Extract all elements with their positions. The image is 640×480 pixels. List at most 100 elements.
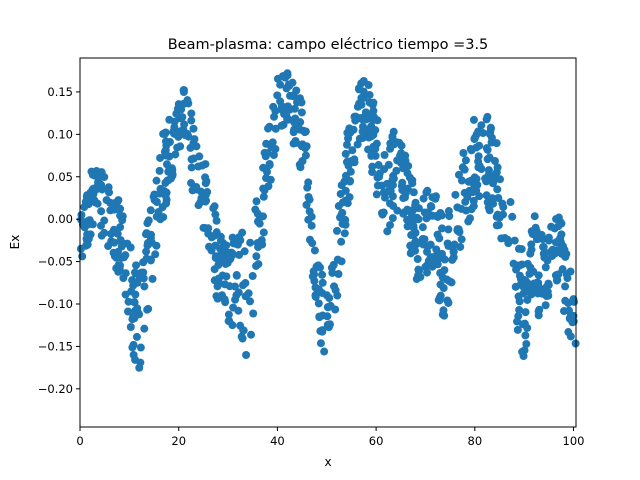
scatter-point [97,231,106,240]
scatter-point [483,198,492,207]
scatter-point [259,228,268,237]
scatter-point [314,261,323,270]
scatter-point [448,255,457,264]
scatter-point [511,282,520,291]
scatter-point [150,196,159,205]
scatter-point [457,235,466,244]
scatter-point [152,212,161,221]
scatter-point [514,244,523,253]
scatter-point [386,221,395,230]
scatter-point [301,151,310,160]
scatter-point [544,291,553,300]
scatter-point [178,113,187,122]
x-tick-label: 40 [270,434,285,448]
scatter-point [168,166,177,175]
scatter-point [332,226,341,235]
scatter-point [469,202,478,211]
scatter-point [316,327,325,336]
scatter-point [280,72,289,81]
scatter-point [213,294,222,303]
scatter-point [219,243,228,252]
scatter-point [461,156,470,165]
scatter-point [428,262,437,271]
scatter-point [302,200,311,209]
scatter-point [554,213,563,222]
scatter-point [96,221,105,230]
scatter-point [248,271,257,280]
scatter-point [100,172,109,181]
scatter-point [481,174,490,183]
scatter-point [202,177,211,186]
scatter-point [325,293,334,302]
scatter-point [282,111,291,120]
scatter-point [135,363,144,372]
scatter-point [407,247,416,256]
scatter-point [516,275,525,284]
scatter-point [199,223,208,232]
scatter-point [492,139,501,148]
scatter-point [204,229,213,238]
scatter-point [508,212,517,221]
scatter-point [155,166,164,175]
scatter-point [369,98,378,107]
scatter-point [401,189,410,198]
scatter-point [315,312,324,321]
scatter-point [431,194,440,203]
scatter-point [397,149,406,158]
scatter-point [290,104,299,113]
scatter-point [259,192,268,201]
scatter-point [423,186,432,195]
scatter-point [415,266,424,275]
scatter-point [270,112,279,121]
scatter-point [355,134,364,143]
scatter-point [432,257,441,266]
y-tick-label: −0.15 [38,339,73,353]
scatter-point [403,222,412,231]
scatter-point [232,271,241,280]
scatter-point [337,257,346,266]
scatter-point [89,184,98,193]
scatter-point [557,230,566,239]
scatter-point [139,274,148,283]
scatter-point [519,282,528,291]
scatter-point [187,163,196,172]
scatter-point [290,125,299,134]
scatter-point [82,192,91,201]
scatter-point [282,84,291,93]
scatter-point [144,216,153,225]
scatter-point [421,262,430,271]
scatter-point [121,251,130,260]
scatter-point [124,307,133,316]
scatter-point [84,234,93,243]
scatter-point [467,146,476,155]
scatter-point [242,350,251,359]
scatter-point [213,282,222,291]
scatter-point [569,295,578,304]
scatter-point [280,103,289,112]
scatter-point [367,151,376,160]
scatter-point [411,201,420,210]
scatter-point [408,179,417,188]
scatter-point [187,116,196,125]
scatter-point [454,170,463,179]
scatter-point [259,163,268,172]
scatter-point [142,247,151,256]
scatter-point [171,150,180,159]
scatter-point [78,252,87,261]
scatter-point [515,297,524,306]
scatter-point [401,156,410,165]
scatter-point [244,289,253,298]
scatter-point [133,304,142,313]
scatter-point [461,197,470,206]
scatter-point [214,274,223,283]
scatter-point [311,292,320,301]
scatter-point [509,259,518,268]
scatter-point [521,331,530,340]
scatter-point [180,130,189,139]
scatter-point [334,270,343,279]
scatter-point [494,193,503,202]
scatter-point [288,92,297,101]
scatter-point [561,296,570,305]
scatter-point [136,343,145,352]
scatter-point [307,221,316,230]
